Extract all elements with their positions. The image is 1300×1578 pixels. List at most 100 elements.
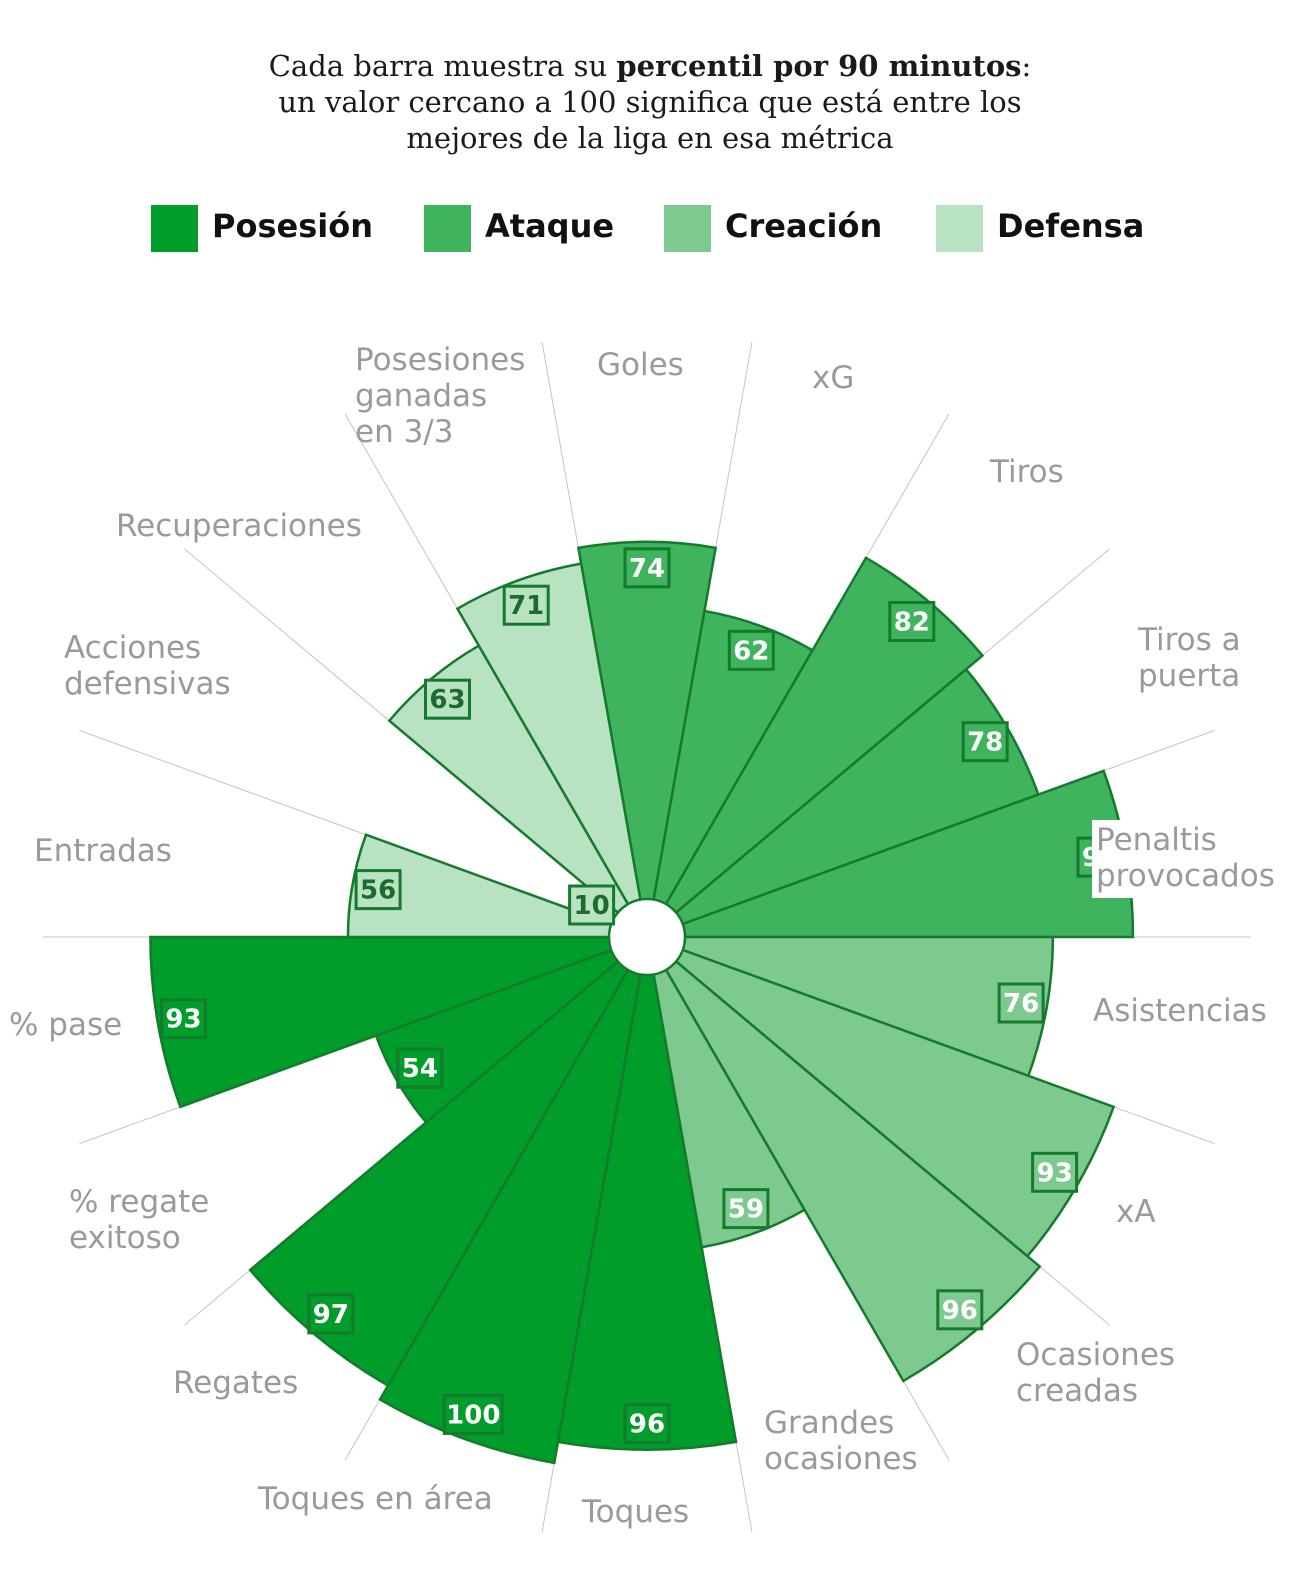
value-label: 96 [629,1410,665,1440]
value-label: 93 [165,1005,201,1035]
category-label-text: % regate exitoso [69,1184,209,1256]
value-box-acciones-defensivas: 10 [568,884,616,926]
category-label-text: xG [812,360,854,396]
category-label-line: exitoso [69,1220,181,1256]
category-label-text: Posesiones ganadas en 3/3 [355,342,525,450]
subtitle-line-2: un valor cercano a 100 significa que est… [278,85,1022,119]
value-box-regates: 97 [307,1293,355,1335]
category-label-regates: Regates [173,1365,298,1401]
value-box-bg [997,982,1045,1024]
value-box-xa: 93 [1031,1151,1079,1193]
category-label-xa: xA [1116,1194,1156,1230]
category-label-line: Asistencias [1093,993,1267,1029]
category-label-xg: xG [812,360,854,396]
value-box-bg [424,678,471,720]
value-label: 93 [1037,1158,1073,1188]
value-box-bg [623,1403,671,1445]
value-label: 82 [894,608,930,638]
value-box-regate-exitoso: 54 [396,1047,444,1089]
category-label-text: Toques en área [257,1481,493,1517]
value-box-grandes-ocasiones: 59 [722,1188,770,1230]
value-box-tiros-a-puerta: 78 [961,721,1009,763]
value-box-toques-en-area: 100 [442,1393,504,1435]
category-label-text: xA [1116,1194,1156,1230]
category-label-line: xG [812,360,854,396]
subtitle-bold-text: percentil por 90 minutos [616,49,1022,83]
subtitle-line-3: mejores de la liga en esa métrica [406,121,894,155]
category-label-tiros-a-puerta: Tiros a puerta [1137,622,1241,694]
category-label-toques: Toques [581,1494,689,1530]
category-label-text: Grandes ocasiones [764,1405,918,1477]
value-label: 76 [1003,989,1039,1019]
category-label-line: Toques [581,1494,689,1530]
bars [149,540,1135,1465]
category-label-recuperaciones: Recuperaciones [116,508,362,544]
category-label-line: Acciones [64,630,201,666]
value-box-entradas: 56 [354,869,402,911]
value-label: 74 [629,554,665,584]
value-label: 10 [574,891,610,921]
category-label-line: Ocasiones [1016,1337,1175,1373]
value-label: 54 [402,1054,438,1084]
bar-posesiones-ganadas-en-3-3 [455,562,649,938]
value-label: 78 [967,728,1003,758]
category-label-line: % pase [9,1007,122,1043]
value-box-recuperaciones: 63 [424,678,471,720]
category-label-line: Penaltis [1096,822,1217,858]
value-box-ocasiones-creadas: 96 [936,1289,984,1331]
category-label-text: % pase [9,1007,122,1043]
category-label-tiros: Tiros [989,454,1064,490]
category-label-toques-en-area: Toques en área [257,1481,493,1517]
bar-toques-en-area [378,936,649,1465]
category-label-line: puerta [1138,658,1240,694]
value-box-tiros: 82 [888,601,936,642]
value-label: 59 [728,1195,764,1225]
category-label-text: Goles [597,347,684,383]
subtitle-line-1: Cada barra muestra su percentil por 90 m… [0,48,1300,84]
category-label-line: xA [1116,1194,1156,1230]
category-label-text: Recuperaciones [116,508,362,544]
category-label-line: provocados [1096,858,1275,894]
legend-swatch-defensa [936,205,983,252]
category-label-acciones-defensivas: Acciones defensivas [64,630,231,702]
value-box-bg [727,629,775,671]
value-box-bg [354,869,402,911]
value-box-bg [396,1047,444,1089]
value-box-bg [888,601,936,642]
label-bg [1092,820,1288,898]
value-label: 71 [508,591,544,621]
category-label-text: Entradas [34,833,172,869]
value-box-bg [568,884,616,926]
value-box-bg [623,547,671,589]
value-box-bg [1031,1151,1079,1193]
category-label-text: Asistencias [1093,993,1267,1029]
category-label-ocasiones-creadas: Ocasiones creadas [1016,1337,1175,1409]
category-label-posesiones-ganadas-en-3-3: Posesiones ganadas en 3/3 [355,342,525,450]
subtitle-colon: : [1021,49,1032,83]
category-label-text: Toques [581,1494,689,1530]
value-label: 96 [942,1296,978,1326]
value-label: 62 [733,636,769,666]
legend-label-posesion: Posesión [212,207,373,245]
category-label-line: Entradas [34,833,172,869]
category-label-regate-exitoso: % regate exitoso [69,1184,209,1256]
legend-label-creacion: Creación [725,207,883,245]
chart-subtitle: Cada barra muestra su percentil por 90 m… [0,48,1300,156]
value-box-bg [722,1188,770,1230]
category-label-line: ocasiones [764,1441,918,1477]
value-label: 56 [360,876,396,906]
category-label-grandes-ocasiones: Grandes ocasiones [764,1405,918,1477]
legend-swatch-ataque [424,205,471,252]
value-label: 63 [429,685,465,715]
category-label-pase: % pase [9,1007,122,1043]
subtitle-text: Cada barra muestra su [268,49,617,83]
legend-swatch-creacion [664,205,711,252]
value-box-toques: 96 [623,1403,671,1445]
value-box-bg [160,998,207,1040]
value-box-goles: 74 [623,547,671,589]
category-label-line: % regate [69,1184,209,1220]
bar-pase [149,935,648,1109]
value-box-pase: 93 [160,998,207,1040]
category-label-penaltis-provocados: Penaltis provocados [1092,820,1288,898]
category-label-line: Tiros a [1137,622,1241,658]
